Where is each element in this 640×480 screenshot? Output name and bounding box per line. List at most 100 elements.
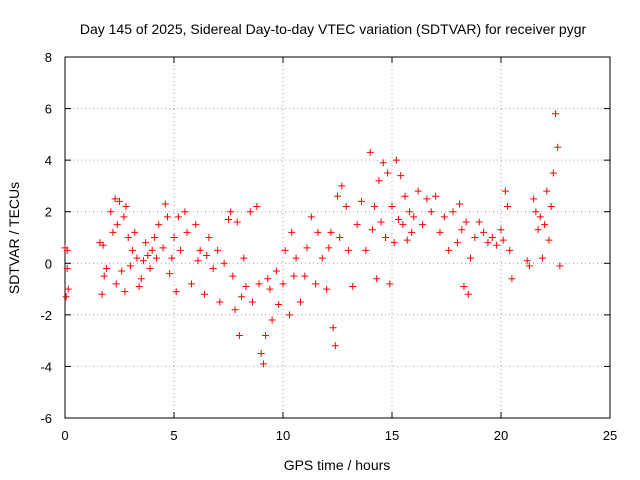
x-tick-label: 15: [385, 428, 399, 443]
data-point: [538, 254, 546, 262]
data-point: [362, 246, 370, 254]
data-point: [536, 213, 544, 221]
data-point: [432, 192, 440, 200]
data-point: [253, 203, 261, 211]
data-point: [242, 282, 250, 290]
data-point: [292, 254, 300, 262]
data-point: [427, 208, 435, 216]
data-point: [257, 350, 265, 358]
data-point: [410, 213, 418, 221]
y-tick-label: 8: [45, 50, 52, 65]
data-point: [388, 203, 396, 211]
data-point: [379, 159, 387, 167]
y-tick-label: 4: [45, 153, 52, 168]
data-point: [99, 241, 107, 249]
data-point: [209, 264, 217, 272]
data-point: [462, 218, 470, 226]
x-tick-label: 25: [603, 428, 617, 443]
data-point: [64, 285, 72, 293]
data-point: [120, 213, 128, 221]
data-point: [139, 257, 147, 265]
data-point: [137, 275, 145, 283]
x-tick-labels: 0 5 10 15 20 25: [61, 428, 617, 443]
data-point: [366, 148, 374, 156]
data-point: [146, 264, 154, 272]
data-point: [395, 215, 403, 223]
data-point: [499, 236, 507, 244]
x-tick-label: 0: [61, 428, 68, 443]
data-point: [259, 360, 267, 368]
data-point: [303, 244, 311, 252]
data-point: [392, 156, 400, 164]
data-point: [205, 234, 213, 241]
data-point: [523, 257, 531, 265]
y-tick-label: 2: [45, 205, 52, 220]
data-point: [148, 246, 156, 254]
data-point: [159, 244, 167, 252]
data-point: [272, 267, 280, 275]
y-tick-label: -6: [40, 411, 52, 426]
data-point: [133, 254, 141, 262]
data-point: [109, 228, 117, 236]
data-point: [131, 228, 139, 236]
data-point: [480, 228, 488, 236]
data-point: [530, 195, 538, 203]
data-point: [246, 208, 254, 216]
data-point: [116, 197, 123, 205]
data-point: [286, 311, 294, 319]
data-point: [231, 306, 239, 314]
data-point: [373, 275, 381, 283]
plot-frame: [64, 56, 611, 419]
data-point: [288, 228, 296, 236]
data-point: [163, 213, 171, 221]
data-point: [423, 195, 431, 203]
data-point: [390, 239, 398, 247]
data-point: [327, 228, 335, 236]
data-point: [248, 298, 256, 306]
data-point: [342, 203, 350, 211]
data-point: [349, 282, 357, 290]
data-point: [549, 169, 557, 177]
data-point: [458, 226, 466, 234]
data-point: [440, 213, 448, 221]
data-point: [331, 342, 339, 350]
data-point: [554, 143, 562, 151]
x-tick-label: 20: [494, 428, 508, 443]
data-point: [122, 203, 130, 211]
data-point: [144, 252, 152, 260]
data-point: [414, 187, 422, 195]
data-point: [449, 208, 457, 216]
data-point: [488, 234, 496, 241]
data-point: [262, 331, 270, 339]
data-point: [445, 246, 453, 254]
data-point: [329, 324, 337, 332]
data-point: [314, 228, 322, 236]
data-point: [216, 298, 224, 306]
data-point: [183, 228, 191, 236]
data-point: [238, 293, 246, 301]
data-point: [419, 221, 427, 229]
data-point: [377, 218, 385, 226]
data-point: [397, 172, 405, 180]
data-point: [166, 270, 174, 278]
data-point: [264, 275, 272, 283]
y-tick-labels: -6 -4 -2 0 2 4 6 8: [40, 50, 52, 426]
data-point: [98, 290, 106, 298]
data-point: [403, 236, 411, 244]
data-point: [161, 200, 169, 208]
data-point: [192, 221, 200, 229]
data-point: [471, 234, 479, 241]
data-point: [325, 244, 333, 252]
data-point: [541, 221, 549, 229]
data-point: [386, 280, 394, 288]
data-point: [399, 221, 407, 229]
data-point: [501, 187, 509, 195]
data-point: [556, 262, 564, 270]
x-axis-label: GPS time / hours: [284, 457, 391, 473]
data-point: [353, 221, 361, 229]
data-point: [229, 272, 237, 280]
data-point: [102, 264, 110, 272]
y-tick-label: 0: [45, 256, 52, 271]
data-point: [172, 288, 180, 296]
data-point: [312, 280, 320, 288]
